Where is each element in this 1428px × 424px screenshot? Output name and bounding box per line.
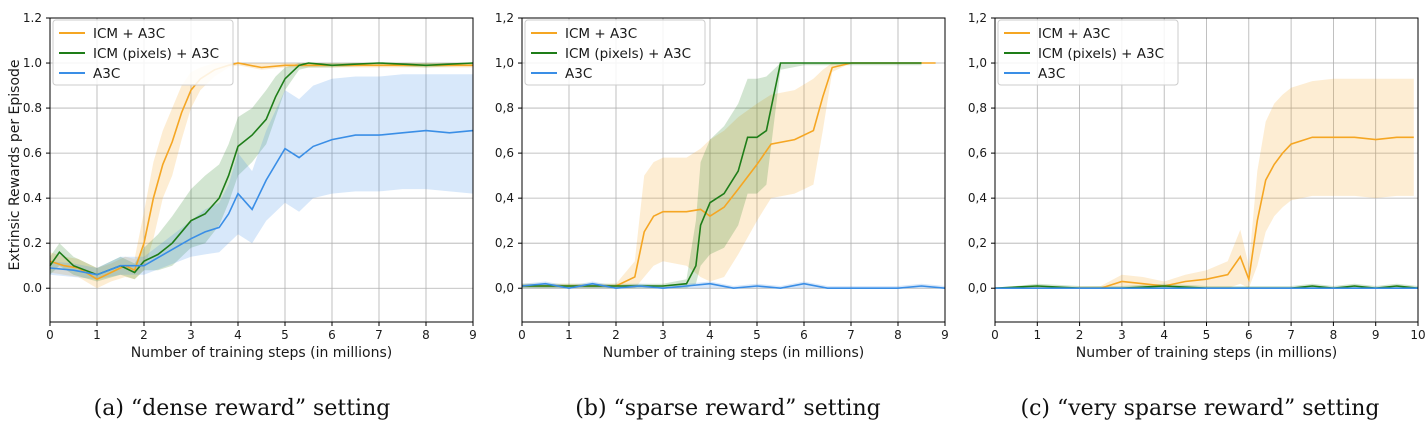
x-tick-label: 1	[565, 328, 573, 342]
x-axis-label: Number of training steps (in millions)	[603, 345, 864, 361]
x-tick-label: 5	[1203, 328, 1211, 342]
x-tick-label: 0	[518, 328, 526, 342]
confidence-band-a3c	[50, 74, 473, 280]
y-tick-label: 1,0	[968, 56, 987, 70]
x-tick-label: 2	[140, 328, 148, 342]
y-tick-label: 0.6	[23, 146, 42, 160]
x-tick-label: 2	[612, 328, 620, 342]
y-tick-label: 1,2	[495, 11, 514, 25]
x-axis-label: Number of training steps (in millions)	[1076, 345, 1337, 361]
x-tick-label: 1	[93, 328, 101, 342]
y-tick-label: 0.8	[23, 101, 42, 115]
confidence-band-icm	[522, 63, 936, 289]
y-axis-label: Extrinsic Rewards per Episode	[7, 59, 23, 270]
y-tick-label: 0,4	[968, 191, 987, 205]
plot-frame	[521, 17, 946, 323]
x-tick-label: 3	[187, 328, 195, 342]
y-tick-label: 0,2	[968, 236, 987, 250]
x-tick-label: 9	[469, 328, 477, 342]
panel-caption: (c) “very sparse reward” setting	[1020, 396, 1379, 421]
legend-label: ICM (pixels) + A3C	[93, 46, 219, 62]
series-line-a3c	[521, 282, 946, 290]
confidence-band-icm_pixels	[522, 63, 922, 289]
legend-label: A3C	[93, 66, 120, 82]
x-tick-label: 6	[800, 328, 808, 342]
panel-caption: (a) “dense reward” setting	[94, 396, 391, 421]
legend-label: ICM (pixels) + A3C	[1038, 46, 1164, 62]
chart-panel-1: 0 1 2 3 4 5 6 7 8 9 0.0 0.2 0.4 0.6 0.8 1.0 1.2 Number of…	[7, 11, 477, 421]
confidence-band-icm_pixels	[50, 63, 473, 282]
y-tick-label: 1,0	[495, 56, 514, 70]
y-tick-label: 0.0	[23, 281, 42, 295]
x-tick-label: 1	[1033, 328, 1041, 342]
y-tick-label: 0,6	[968, 146, 987, 160]
panel-caption: (b) “sparse reward” setting	[575, 396, 880, 421]
x-tick-label: 8	[1330, 328, 1338, 342]
y-tick-label: 0,8	[968, 101, 987, 115]
x-tick-label: 10	[1410, 328, 1425, 342]
x-tick-label: 0	[46, 328, 54, 342]
x-tick-label: 7	[1287, 328, 1295, 342]
chart-panel-3: 0 1 2 3 4 5 6 7 8 9 10 0,0 0,2 0,4 0,6 0,8 1,0 1,2 Number …	[968, 11, 1426, 421]
y-tick-label: 0,6	[495, 146, 514, 160]
legend-label: ICM (pixels) + A3C	[565, 46, 691, 62]
x-tick-label: 3	[659, 328, 667, 342]
legend-box	[52, 19, 234, 86]
y-tick-label: 0,0	[968, 281, 987, 295]
x-tick-label: 4	[234, 328, 242, 342]
plot-frame	[49, 17, 474, 323]
x-tick-label: 5	[753, 328, 761, 342]
y-tick-label: 0.2	[23, 236, 42, 250]
y-tick-label: 0,2	[495, 236, 514, 250]
x-tick-label: 4	[706, 328, 714, 342]
y-tick-label: 0,0	[495, 281, 514, 295]
x-tick-label: 8	[422, 328, 430, 342]
series-line-icm_pixels	[522, 62, 922, 287]
legend-label: ICM + A3C	[1038, 26, 1110, 42]
x-tick-label: 9	[941, 328, 949, 342]
confidence-band-icm	[995, 78, 1414, 289]
series-line-icm	[522, 62, 936, 287]
x-tick-label: 3	[1118, 328, 1126, 342]
y-tick-label: 0,8	[495, 101, 514, 115]
legend-label: A3C	[565, 66, 592, 82]
legend-box	[997, 19, 1179, 86]
x-tick-label: 0	[991, 328, 999, 342]
legend-label: ICM + A3C	[565, 26, 637, 42]
x-tick-label: 6	[328, 328, 336, 342]
chart-panel-2: 0 1 2 3 4 5 6 7 8 9 0,0 0,2 0,4 0,6 0,8 1,0 1,2 Number of…	[495, 11, 949, 421]
y-tick-label: 1.2	[23, 11, 42, 25]
x-tick-label: 6	[1245, 328, 1253, 342]
y-tick-label: 0,4	[495, 191, 514, 205]
legend-label: A3C	[1038, 66, 1065, 82]
legend-label: ICM + A3C	[93, 26, 165, 42]
legend-box	[524, 19, 706, 86]
x-tick-label: 2	[1076, 328, 1084, 342]
x-tick-label: 8	[894, 328, 902, 342]
y-tick-label: 1,2	[968, 11, 987, 25]
x-tick-label: 7	[847, 328, 855, 342]
x-axis-label: Number of training steps (in millions)	[131, 345, 392, 361]
confidence-band-icm_pixels	[995, 283, 1418, 289]
series-line-a3c	[49, 129, 474, 276]
x-tick-label: 4	[1160, 328, 1168, 342]
x-tick-label: 7	[375, 328, 383, 342]
y-tick-label: 1.0	[23, 56, 42, 70]
y-tick-label: 0.4	[23, 191, 42, 205]
x-tick-label: 9	[1372, 328, 1380, 342]
x-tick-label: 5	[281, 328, 289, 342]
series-line-icm	[995, 136, 1414, 290]
